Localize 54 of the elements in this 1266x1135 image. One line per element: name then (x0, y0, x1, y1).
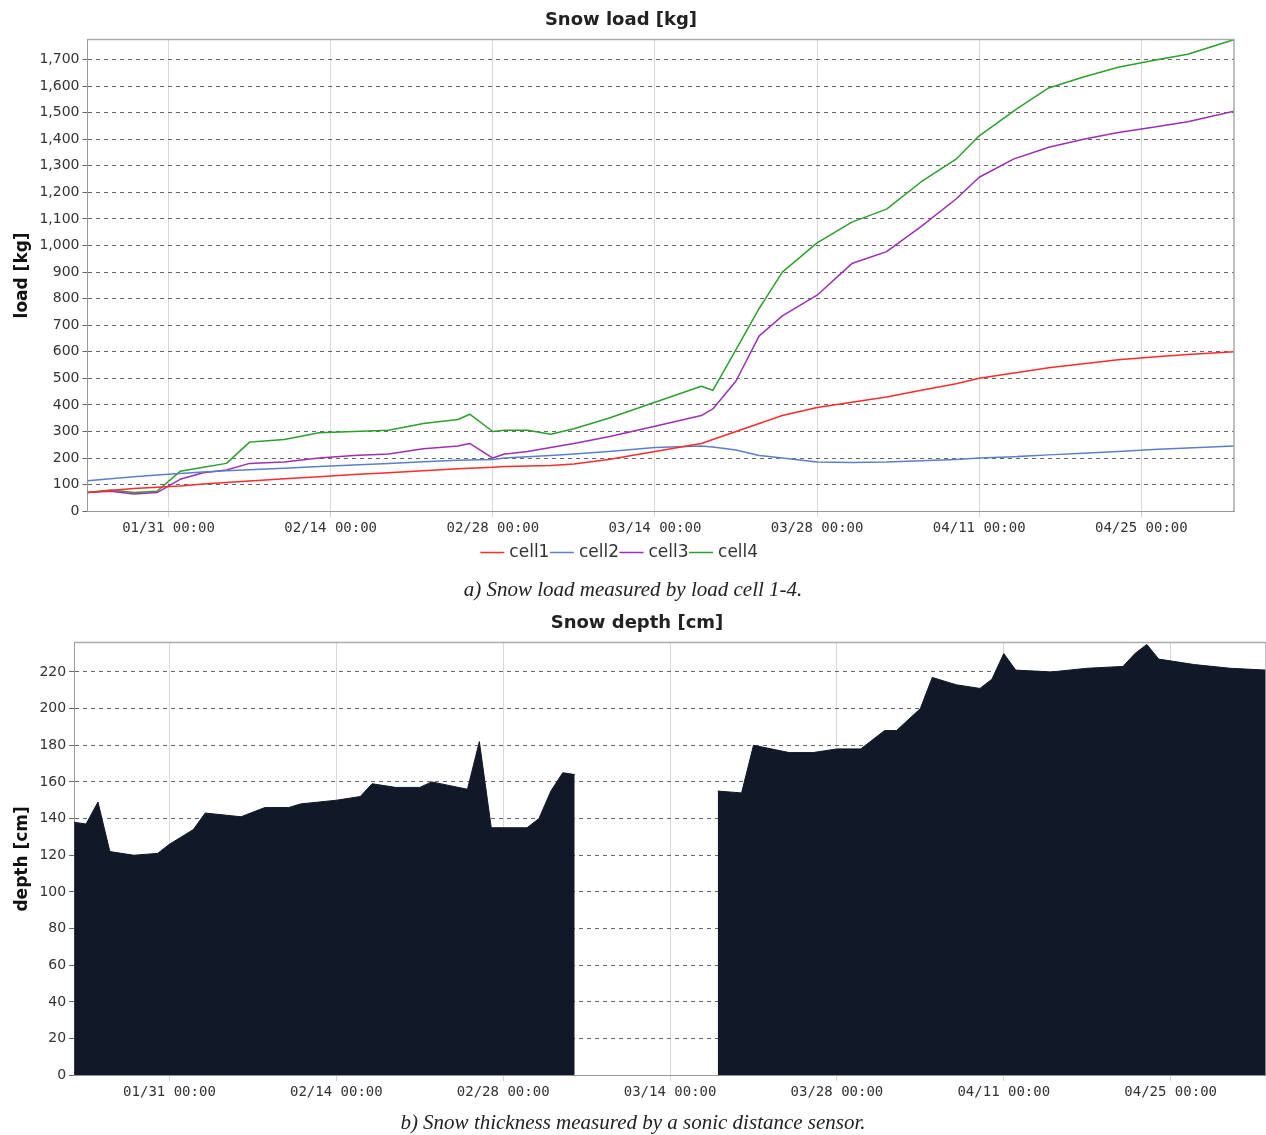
x-tick-label: 04/25 00:00 (1094, 519, 1188, 536)
y-tick-label: 1,300 (39, 156, 80, 173)
legend-label: cell4 (718, 540, 759, 561)
y-tick-label: 120 (39, 845, 67, 862)
y-tick-label: 800 (52, 289, 80, 306)
y-tick-label: 200 (39, 699, 67, 716)
y-tick-label: 40 (48, 992, 67, 1009)
y-tick-label: 1,100 (39, 209, 80, 226)
y-tick-label: 500 (52, 369, 80, 385)
y-tick-label: 600 (52, 342, 80, 359)
y-tick-label: 0 (70, 501, 80, 518)
legend-label: cell2 (578, 540, 620, 561)
y-tick-label: 160 (39, 772, 67, 789)
y-tick-label: 80 (48, 919, 67, 936)
x-tick-label: 04/11 00:00 (932, 519, 1026, 536)
y-tick-label: 100 (39, 882, 67, 899)
y-tick-label: 700 (52, 315, 80, 332)
x-tick-label: 03/14 00:00 (608, 519, 702, 536)
y-tick-label: 180 (39, 735, 67, 752)
legend-label: cell3 (648, 540, 689, 561)
y-tick-label: 1,400 (39, 129, 80, 146)
x-tick-label: 02/14 00:00 (289, 1083, 383, 1100)
x-tick-label: 01/31 00:00 (122, 519, 215, 536)
y-tick-label: 100 (52, 475, 80, 492)
x-tick-label: 03/28 00:00 (790, 1083, 884, 1100)
y-axis-title: load [kg] (10, 232, 31, 319)
text: a) Snow load measured by load cell 1-4. (462, 576, 804, 603)
x-tick-label: 04/11 00:00 (957, 1083, 1051, 1100)
chart-title: Snow load [kg] (544, 8, 698, 30)
y-tick-label: 0 (57, 1065, 67, 1082)
y-tick-label: 1,000 (39, 236, 80, 253)
y-tick-label: 220 (39, 662, 67, 679)
chart-title: Snow depth [cm] (550, 611, 724, 633)
y-tick-label: 60 (48, 955, 67, 972)
x-tick-label: 02/14 00:00 (284, 519, 378, 536)
x-tick-label: 02/28 00:00 (456, 1083, 550, 1100)
y-tick-label: 1,500 (39, 103, 80, 120)
x-tick-label: 02/28 00:00 (446, 519, 540, 536)
y-tick-label: 140 (39, 809, 67, 826)
text: b) Snow thickness measured by a sonic distance sensor. (399, 1109, 867, 1135)
y-tick-label: 1,700 (39, 50, 80, 67)
legend-label: cell1 (509, 540, 550, 561)
y-tick-label: 1,200 (39, 183, 80, 200)
x-tick-label: 03/14 00:00 (623, 1083, 717, 1100)
y-tick-label: 20 (48, 1029, 67, 1046)
y-tick-label: 200 (52, 448, 80, 465)
y-tick-label: 1,600 (39, 76, 80, 93)
x-tick-label: 01/31 00:00 (123, 1083, 216, 1100)
y-tick-label: 400 (52, 395, 80, 412)
x-tick-label: 04/25 00:00 (1124, 1083, 1218, 1100)
y-axis-title: depth [cm] (10, 806, 31, 912)
y-tick-label: 300 (52, 422, 80, 439)
y-tick-label: 900 (52, 262, 80, 279)
x-tick-label: 03/28 00:00 (770, 519, 864, 536)
